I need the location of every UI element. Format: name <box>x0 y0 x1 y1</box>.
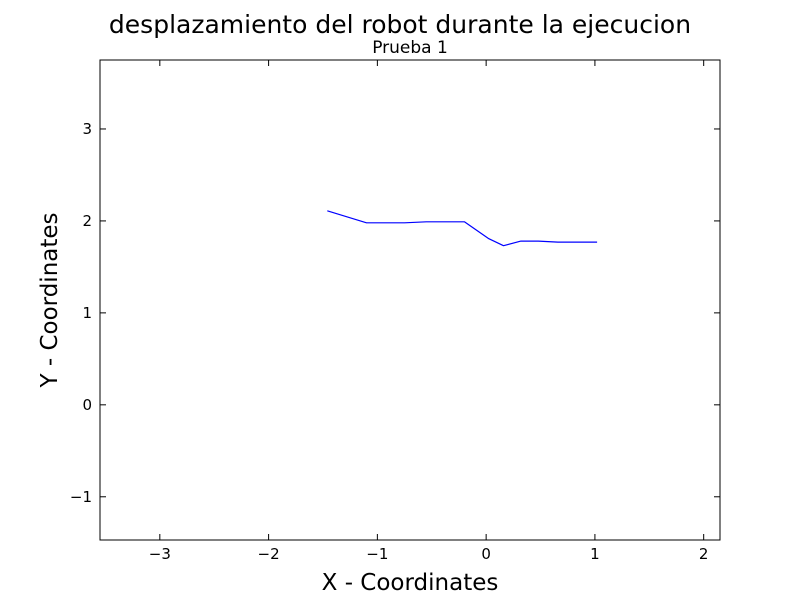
series-layer <box>327 210 598 247</box>
y-tick-label: 2 <box>82 212 92 230</box>
plot-area <box>99 59 721 541</box>
axis-ticks <box>100 60 720 540</box>
tick-labels: −3 −2 −1 0 1 2 −1 0 1 2 3 <box>70 120 709 563</box>
x-tick-label: 1 <box>590 545 600 563</box>
y-tick-label: 1 <box>82 304 92 322</box>
x-tick-label: 0 <box>481 545 491 563</box>
series-line <box>327 210 598 247</box>
y-tick-label: 0 <box>82 396 92 414</box>
x-axis-label: X - Coordinates <box>322 570 499 596</box>
x-tick-label: 2 <box>699 545 709 563</box>
x-tick-label: −2 <box>258 545 280 563</box>
y-tick-label: −1 <box>70 488 92 506</box>
y-tick-label: 3 <box>82 120 92 138</box>
y-axis-label: Y - Coordinates <box>37 212 63 388</box>
chart-subtitle: Prueba 1 <box>372 38 448 58</box>
x-tick-label: −1 <box>366 545 388 563</box>
x-tick-label: −3 <box>149 545 171 563</box>
chart-title: desplazamiento del robot durante la ejec… <box>109 10 691 39</box>
